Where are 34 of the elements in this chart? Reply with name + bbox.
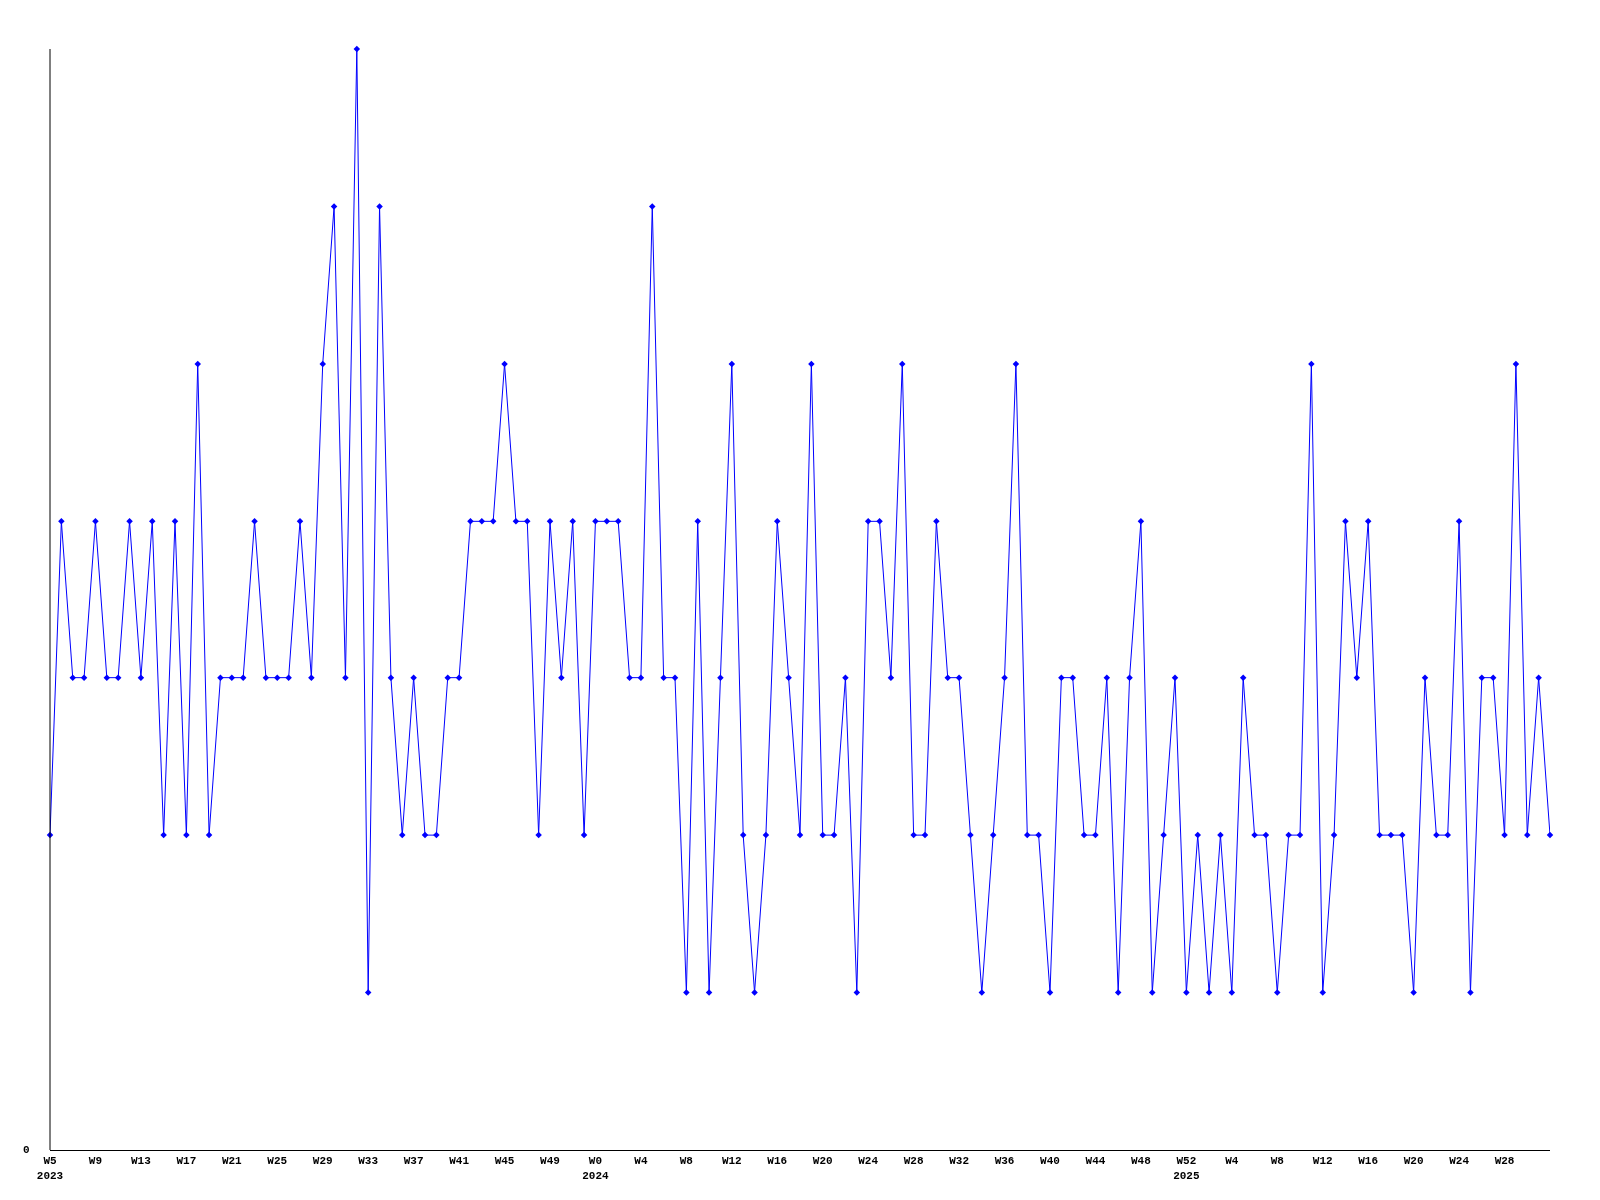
x-tick-label: W40 xyxy=(1040,1155,1060,1168)
x-tick-label: W20 xyxy=(812,1155,833,1168)
x-tick-label: W12 xyxy=(1312,1155,1333,1168)
x-tick-label: W44 xyxy=(1085,1155,1106,1168)
x-tick-label: W8 xyxy=(679,1155,694,1168)
x-tick-label: W36 xyxy=(994,1155,1015,1168)
x-tick-label: W24 xyxy=(858,1155,879,1168)
x-tick-label: W48 xyxy=(1131,1155,1152,1168)
x-tick-label: W8 xyxy=(1270,1155,1285,1168)
x-tick-label: W12 xyxy=(721,1155,742,1168)
x-tick-label: W21 xyxy=(221,1155,243,1168)
x-tick-label: W16 xyxy=(1358,1155,1379,1168)
x-tick-label: W20 xyxy=(1403,1155,1424,1168)
text: 0 xyxy=(23,1144,30,1156)
x-tick-label: W52 2025 xyxy=(1173,1155,1200,1182)
x-tick-label: W25 xyxy=(267,1155,288,1168)
x-tick-label: W5 2023 xyxy=(36,1155,64,1182)
x-tick-label: W41 xyxy=(449,1155,470,1168)
x-tick-label: W4 xyxy=(634,1155,648,1168)
x-tick-label: W49 xyxy=(540,1155,560,1168)
x-tick-label: W33 xyxy=(358,1155,379,1168)
x-tick-label: W28 xyxy=(903,1155,924,1168)
x-tick-label: W45 xyxy=(494,1155,515,1168)
x-tick-label: W37 xyxy=(403,1155,424,1168)
x-tick-label: W32 xyxy=(949,1155,969,1168)
x-tick-label: W4 xyxy=(1225,1155,1239,1168)
x-tick-label: W16 xyxy=(767,1155,788,1168)
x-tick-label: W17 xyxy=(176,1155,197,1168)
x-tick-label: W13 xyxy=(131,1155,152,1168)
x-tick-label: W29 xyxy=(312,1155,333,1168)
x-tick-label: W28 xyxy=(1494,1155,1515,1168)
x-tick-label: W9 xyxy=(88,1155,103,1168)
x-tick-label: W24 xyxy=(1449,1155,1470,1168)
x-tick-label: W0 2024 xyxy=(582,1155,610,1182)
